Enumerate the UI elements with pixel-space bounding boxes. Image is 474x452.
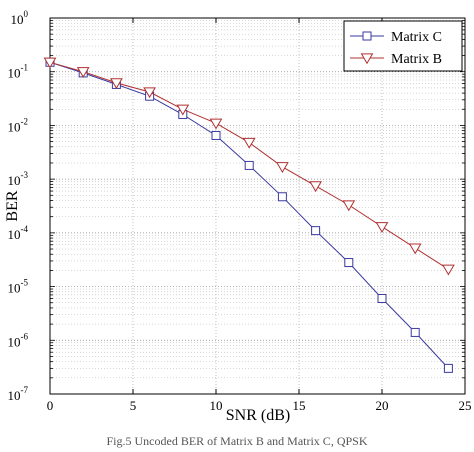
y-tick-base: 10 <box>8 173 21 188</box>
x-tick-label: 15 <box>293 398 306 413</box>
data-point-square <box>212 131 220 139</box>
series <box>45 58 454 372</box>
data-point-triangle <box>377 223 388 232</box>
data-point-triangle <box>211 119 222 128</box>
x-tick-label: 0 <box>47 398 54 413</box>
y-tick-label: 10-2 <box>8 116 29 134</box>
y-tick-label: 10-3 <box>8 170 29 188</box>
series-line <box>50 62 448 368</box>
data-point-square <box>411 328 419 336</box>
data-point-square <box>345 259 353 267</box>
legend: Matrix C Matrix B <box>344 21 462 71</box>
y-tick-exponent: -4 <box>21 224 29 234</box>
y-tick-exponent: -6 <box>21 331 29 341</box>
data-point-square <box>312 227 320 235</box>
series-1 <box>46 58 452 372</box>
data-point-square <box>278 193 286 201</box>
data-point-triangle <box>410 244 421 253</box>
y-tick-label: 10-6 <box>8 331 29 349</box>
y-tick-exponent: -2 <box>21 116 29 126</box>
y-tick-exponent: -1 <box>21 63 29 73</box>
y-tick-exponent: -7 <box>21 385 29 395</box>
y-tick-base: 10 <box>8 119 21 134</box>
y-tick-label: 10-7 <box>8 385 29 403</box>
x-axis-label: SNR (dB) <box>226 407 290 424</box>
y-tick-exponent: -5 <box>21 278 29 288</box>
grid <box>50 18 465 394</box>
data-point-triangle <box>277 163 288 172</box>
y-tick-exponent: 0 <box>24 9 29 19</box>
data-point-square <box>378 294 386 302</box>
legend-entry-label: Matrix C <box>391 30 442 45</box>
data-point-triangle <box>443 265 454 274</box>
data-point-square <box>245 161 253 169</box>
y-tick-base: 10 <box>8 227 21 242</box>
y-tick-exponent: -3 <box>21 170 29 180</box>
y-tick-base: 10 <box>8 281 21 296</box>
legend-entry-label: Matrix B <box>391 52 442 67</box>
y-tick-label: 10-5 <box>8 278 29 296</box>
y-tick-base: 10 <box>8 66 21 81</box>
y-tick-label: 100 <box>11 9 29 27</box>
y-tick-base: 10 <box>11 12 24 27</box>
y-axis-label: BER <box>4 190 21 221</box>
x-tick-label: 5 <box>130 398 137 413</box>
data-point-triangle <box>244 138 255 147</box>
x-tick-label: 25 <box>459 398 472 413</box>
x-tick-label: 20 <box>376 398 389 413</box>
y-tick-base: 10 <box>8 388 21 403</box>
figure-caption: Fig.5 Uncoded BER of Matrix B and Matrix… <box>0 434 474 449</box>
y-tick-base: 10 <box>8 334 21 349</box>
data-point-square <box>363 32 371 40</box>
data-point-square <box>444 364 452 372</box>
data-point-triangle <box>310 182 321 191</box>
x-tick-label: 10 <box>210 398 223 413</box>
y-tick-label: 10-1 <box>8 63 29 81</box>
data-point-triangle <box>343 201 354 210</box>
y-tick-label: 10-4 <box>8 224 29 242</box>
